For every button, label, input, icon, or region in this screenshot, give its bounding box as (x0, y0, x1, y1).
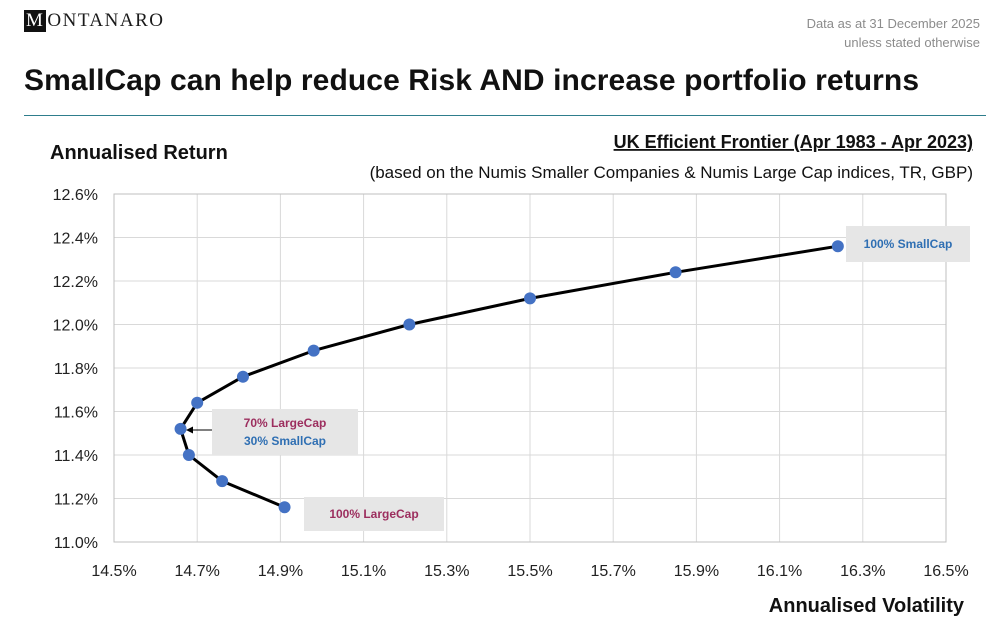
frontier-point (278, 501, 291, 514)
y-tick-label: 11.4% (54, 448, 98, 465)
x-tick-label: 16.5% (923, 563, 968, 580)
y-tick-label: 11.2% (54, 492, 98, 509)
annotation-100-largecap-label: 100% LargeCap (329, 507, 419, 521)
frontier-point (191, 396, 204, 409)
chart-title: UK Efficient Frontier (Apr 1983 - Apr 20… (614, 132, 973, 152)
annotation-70-30-mix: 70% LargeCap 30% SmallCap (212, 409, 358, 455)
frontier-point (831, 240, 844, 253)
logo-text: ONTANARO (47, 10, 165, 31)
x-tick-label: 16.3% (840, 563, 885, 580)
annotation-100-smallcap: 100% SmallCap (846, 226, 970, 262)
annotation-30-smallcap-label: 30% SmallCap (243, 434, 327, 448)
page-title: SmallCap can help reduce Risk AND increa… (24, 64, 920, 97)
y-tick-label: 12.0% (53, 318, 98, 335)
y-tick-label: 11.6% (54, 405, 98, 422)
x-tick-label: 14.7% (175, 563, 220, 580)
x-tick-label: 15.7% (591, 563, 636, 580)
frontier-points (174, 240, 844, 514)
y-axis-title: Annualised Return (50, 142, 228, 164)
frontier-point (174, 422, 187, 435)
frontier-point (524, 292, 536, 305)
frontier-point (216, 475, 229, 488)
x-tick-label: 14.5% (91, 563, 136, 580)
annotation-arrow-head (186, 426, 193, 434)
x-tick-label: 15.9% (674, 563, 719, 580)
frontier-point (307, 344, 320, 357)
data-date-qualifier: unless stated otherwise (844, 35, 980, 50)
title-divider (24, 115, 986, 116)
chart-subtitle: (based on the Numis Smaller Companies & … (370, 163, 973, 182)
montanaro-logo: M ONTANARO (24, 10, 165, 32)
axis-tick-labels: 14.5% 14.7% 14.9% 15.1% 15.3% 15.5% 15.7% 15.9%… (53, 187, 969, 580)
grid (113, 193, 947, 543)
frontier-point (669, 266, 682, 279)
frontier-line (179, 244, 839, 509)
annotation-100-smallcap-label: 100% SmallCap (863, 237, 953, 251)
frontier-point (403, 318, 416, 331)
plot-area-border (113, 193, 947, 543)
frontier-point (236, 370, 249, 383)
y-tick-label: 11.8% (54, 361, 98, 378)
annotation-70-largecap-label: 70% LargeCap (243, 416, 327, 430)
annotation-100-largecap: 100% LargeCap (304, 497, 444, 531)
y-tick-label: 12.4% (53, 231, 98, 248)
x-tick-label: 15.5% (507, 563, 552, 580)
frontier-point (182, 449, 195, 461)
logo-box-letter: M (24, 10, 47, 32)
x-axis-title: Annualised Volatility (769, 595, 965, 617)
y-tick-label: 12.2% (53, 274, 98, 291)
x-tick-label: 15.1% (341, 563, 386, 580)
x-tick-label: 16.1% (757, 563, 802, 580)
x-tick-label: 14.9% (258, 563, 303, 580)
y-tick-label: 12.6% (53, 187, 98, 204)
data-date-note: Data as at 31 December 2025 unless state… (807, 14, 980, 52)
data-date-line: Data as at 31 December 2025 (806, 16, 980, 31)
x-tick-label: 15.3% (424, 563, 469, 580)
y-tick-label: 11.0% (54, 535, 98, 552)
